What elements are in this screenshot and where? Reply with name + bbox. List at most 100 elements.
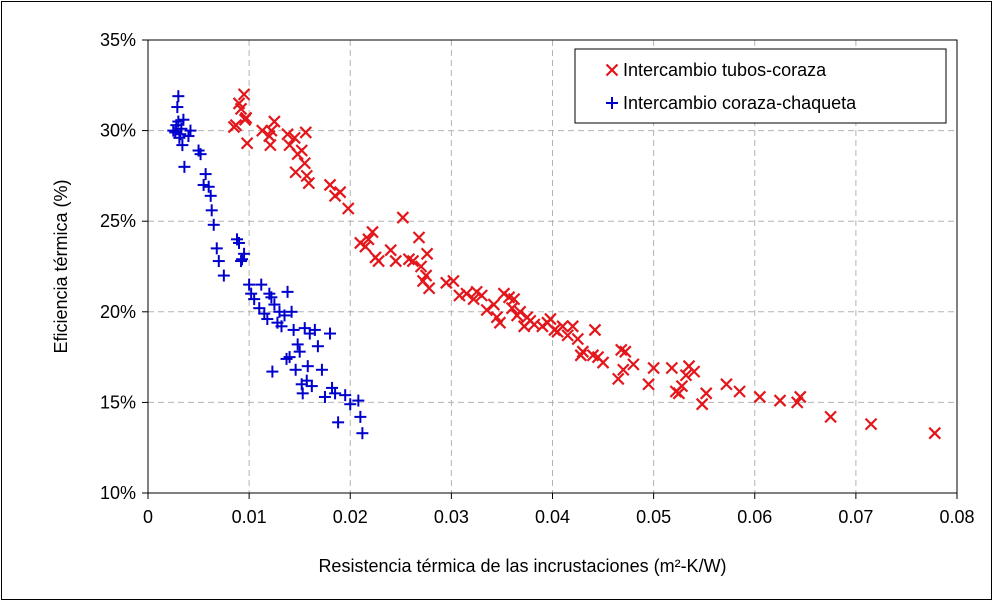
tubos-coraza-point [773,394,787,407]
coraza-chaqueta-point [236,253,249,266]
tubos-coraza-point [475,289,488,302]
tubos-coraza-point [642,378,655,391]
legend-label-coraza-chaqueta: Intercambio coraza-chaqueta [623,93,857,113]
tubos-coraza-point [467,292,480,306]
tubos-coraza-point [295,144,308,157]
coraza-chaqueta-point [171,101,184,114]
coraza-chaqueta-point [352,394,365,407]
tubos-coraza-point [576,345,590,358]
coraza-chaqueta-point [298,322,311,335]
x-tick-label: 0.03 [434,507,469,527]
tubos-coraza-point [544,312,557,326]
tubos-coraza-point [793,390,807,404]
coraza-chaqueta-point [176,139,189,152]
tubos-coraza-point [264,138,277,152]
coraza-chaqueta-point [315,363,328,376]
coraza-chaqueta-point [356,427,369,440]
tubos-coraza-point [384,243,397,257]
coraza-chaqueta-point [255,278,268,291]
x-tick-label: 0.06 [737,507,772,527]
tubos-coraza-point [566,320,580,333]
tubos-coraza-point [281,127,294,141]
legend-label-tubos-coraza: Intercambio tubos-coraza [623,60,827,80]
coraza-chaqueta-point [332,416,345,429]
coraza-chaqueta-point [285,305,298,318]
coraza-chaqueta-point [308,323,321,336]
coraza-chaqueta-point [339,389,352,402]
tubos-coraza-point [627,358,640,371]
x-tick-label: 0.04 [535,507,570,527]
tubos-coraza-point [440,276,453,290]
tubos-coraza-point [487,298,501,311]
tubos-coraza-point [928,426,942,440]
legend-marker-plus [606,97,618,109]
coraza-chaqueta-point [275,320,288,333]
y-tick-label: 35% [100,30,136,50]
tubos-coraza-point [412,231,426,244]
coraza-chaqueta-point [283,351,296,364]
tubos-coraza-point [255,124,269,137]
tubos-coraza-point [513,305,527,319]
coraza-chaqueta-point [287,323,300,336]
tubos-coraza-point [574,349,588,362]
tubos-coraza-point [406,254,420,268]
y-tick-label: 20% [100,302,136,322]
tubos-coraza-point [396,211,410,224]
tubos-coraza-point [234,102,248,116]
tubos-coraza-point [753,390,767,404]
coraza-chaqueta-point [305,380,318,393]
tubos-coraza-point [507,292,521,306]
coraza-chaqueta-point [266,365,279,378]
coraza-chaqueta-point [326,381,339,394]
tubos-coraza-point [460,287,473,300]
tubos-coraza-point [733,385,746,398]
coraza-chaqueta-point [182,130,195,143]
y-tick-label: 15% [100,392,136,412]
coraza-chaqueta-point [300,374,313,387]
coraza-chaqueta-point [354,410,367,423]
coraza-chaqueta-point [204,189,217,202]
tubos-coraza-point [675,379,689,393]
coraza-chaqueta-point [217,269,230,282]
x-tick-label: 0.08 [939,507,974,527]
coraza-chaqueta-point [268,298,281,311]
coraza-chaqueta-point [178,160,191,173]
tubos-coraza-point [362,233,375,246]
coraza-chaqueta-point [202,180,215,193]
tubos-coraza-point [647,361,660,375]
coraza-chaqueta-point [318,390,331,403]
coraza-chaqueta-point [280,352,293,365]
coraza-chaqueta-point [289,363,302,376]
axis-ticks: 0 0.01 0.02 0.03 0.04 0.05 0.06 0.07 0.08 10% 15% 2… [100,30,975,527]
legend-marker-x [605,63,619,77]
x-tick-label: 0.02 [333,507,368,527]
tubos-coraza-point [672,387,686,400]
tubos-coraza-point [229,118,243,132]
tubos-coraza-point [372,254,385,268]
x-tick-label: 0.05 [636,507,671,527]
tubos-coraza-point [366,225,379,239]
tubos-coraza-point [237,88,251,101]
tubos-coraza-point [265,124,278,137]
coraza-chaqueta-point [184,124,197,137]
coraza-chaqueta-point [210,242,223,255]
coraza-chaqueta-point [197,178,210,191]
tubos-coraza-point [695,397,709,411]
tubos-coraza-point [556,320,569,333]
coraza-chaqueta-point [278,309,291,322]
coraza-chaqueta-point [175,122,188,135]
x-tick-label: 0.01 [232,507,267,527]
x-tick-label: 0 [143,507,153,527]
y-tick-label: 25% [100,211,136,231]
tubos-coraza-point [480,303,494,317]
legend-box [574,48,947,124]
y-tick-label: 10% [100,483,136,503]
tubos-coraza-point [665,361,679,375]
coraza-chaqueta-point [301,360,314,373]
tubos-coraza-point [447,274,460,288]
tubos-coraza-point [493,316,507,329]
tubos-coraza-point [323,178,337,192]
tubos-coraza-point [420,247,434,261]
coraza-chaqueta-point [281,285,294,298]
coraza-chaqueta-point [207,218,220,231]
